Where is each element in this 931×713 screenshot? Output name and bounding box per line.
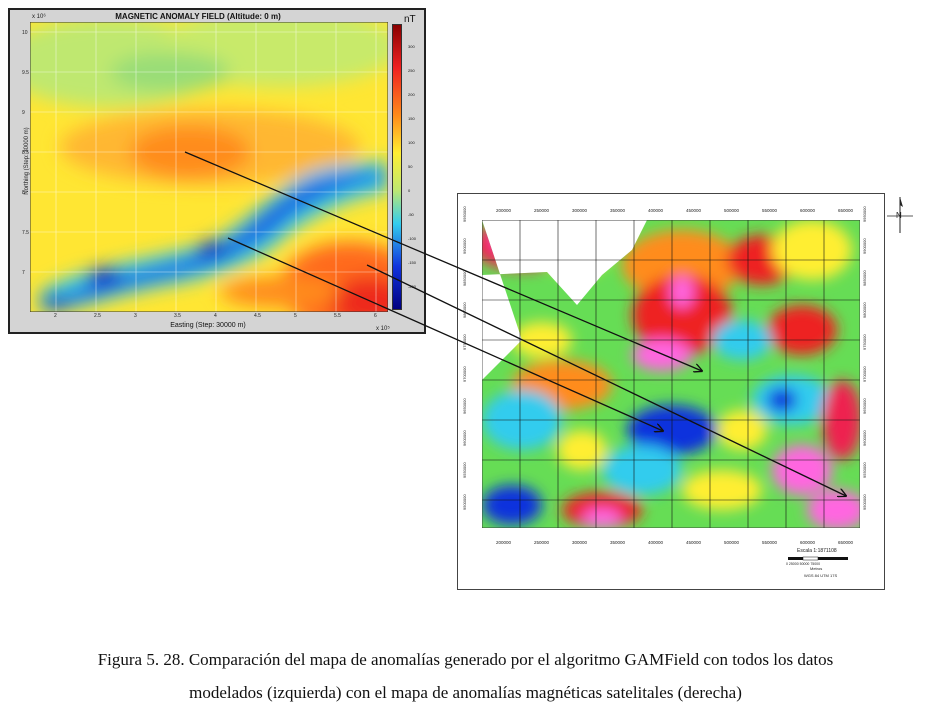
left-y-tick: 9.5 <box>22 70 29 76</box>
right-x-tick: 450000 <box>686 208 702 213</box>
right-y-tick: 9900000 <box>462 238 467 254</box>
scale-label: Escala 1:1871108 <box>797 548 837 554</box>
right-x-tick: 250000 <box>534 540 550 545</box>
left-x-tick: 5 <box>294 313 297 319</box>
right-x-tick: 500000 <box>724 208 740 213</box>
colorbar-tick: -150 <box>408 260 417 265</box>
x-exponent: x 10⁵ <box>376 326 390 332</box>
left-anomaly-map: MAGNETIC ANOMALY FIELD (Altitude: 0 m) n… <box>8 8 426 334</box>
scale-units: Metros <box>810 566 823 571</box>
left-map-title: MAGNETIC ANOMALY FIELD (Altitude: 0 m) <box>115 12 281 21</box>
right-y-tick: 9950000 <box>462 206 467 222</box>
colorbar-tick: 200 <box>408 92 415 97</box>
right-x-tick: 650000 <box>838 208 854 213</box>
left-y-tick: 7.5 <box>22 230 29 236</box>
left-y-tick: 7 <box>22 270 25 276</box>
right-y-tick: 9600000 <box>862 430 867 446</box>
right-y-tick: 9700000 <box>462 366 467 382</box>
right-y-tick: 9800000 <box>862 302 867 318</box>
colorbar-tick: -100 <box>408 236 417 241</box>
right-y-tick: 9650000 <box>462 398 467 414</box>
left-x-tick: 2.5 <box>94 313 101 319</box>
right-x-tick: 300000 <box>572 540 588 545</box>
colorbar-tick: 300 <box>408 44 415 49</box>
right-y-tick: 9750000 <box>462 334 467 350</box>
left-y-tick: 8.5 <box>22 150 29 156</box>
scale-numbers: 0 25000 50000 75000 <box>786 562 821 566</box>
north-label: N <box>896 211 902 220</box>
colorbar-tick: 250 <box>408 68 415 73</box>
left-y-tick: 10 <box>22 30 28 36</box>
right-y-tick: 9600000 <box>462 430 467 446</box>
colorbar-unit: nT <box>404 14 416 25</box>
left-x-tick: 6 <box>374 313 377 319</box>
left-y-tick: 9 <box>22 110 25 116</box>
figure-caption-line-1: Figura 5. 28. Comparación del mapa de an… <box>97 650 834 669</box>
right-y-tick: 9550000 <box>862 462 867 478</box>
right-y-tick: 9900000 <box>862 238 867 254</box>
north-arrow-icon <box>887 197 913 233</box>
right-x-tick: 400000 <box>648 208 664 213</box>
right-x-tick: 550000 <box>762 208 778 213</box>
left-x-tick: 3.5 <box>174 313 181 319</box>
colorbar-tick: 100 <box>408 140 415 145</box>
left-x-tick: 2 <box>54 313 57 319</box>
right-y-tick: 9950000 <box>862 206 867 222</box>
left-anomaly-contour-plot <box>30 22 388 312</box>
left-x-tick: 3 <box>134 313 137 319</box>
right-x-tick: 350000 <box>610 540 626 545</box>
satellite-anomaly-map <box>482 220 860 528</box>
scale-projection: WGS 84 UTM 17S <box>804 573 838 578</box>
right-y-tick: 9850000 <box>462 270 467 286</box>
left-y-axis-label: Northing (Step: 30000 m) <box>24 127 30 195</box>
y-exponent: x 10⁶ <box>32 14 46 20</box>
colorbar-tick: 0 <box>408 188 411 193</box>
right-y-tick: 9750000 <box>862 334 867 350</box>
right-x-tick: 200000 <box>496 540 512 545</box>
left-x-axis-label: Easting (Step: 30000 m) <box>170 322 246 329</box>
right-x-tick: 600000 <box>800 208 816 213</box>
left-y-tick: 8 <box>22 190 25 196</box>
left-x-tick: 4 <box>214 313 217 319</box>
right-x-tick: 250000 <box>534 208 550 213</box>
right-x-tick: 650000 <box>838 540 854 545</box>
right-y-tick: 9500000 <box>462 494 467 510</box>
right-y-tick: 9500000 <box>862 494 867 510</box>
scale-bar <box>788 556 848 561</box>
colorbar-tick: -200 <box>408 284 417 289</box>
right-y-tick: 9700000 <box>862 366 867 382</box>
right-x-tick: 300000 <box>572 208 588 213</box>
colorbar-tick: 50 <box>408 164 413 169</box>
right-x-tick: 450000 <box>686 540 702 545</box>
right-x-tick: 550000 <box>762 540 778 545</box>
left-x-tick: 5.5 <box>334 313 341 319</box>
right-y-tick: 9550000 <box>462 462 467 478</box>
right-y-tick: 9800000 <box>462 302 467 318</box>
right-x-tick: 600000 <box>800 540 816 545</box>
right-y-tick: 9650000 <box>862 398 867 414</box>
right-y-tick: 9850000 <box>862 270 867 286</box>
left-x-tick: 4.5 <box>254 313 261 319</box>
right-x-tick: 500000 <box>724 540 740 545</box>
right-x-tick: 200000 <box>496 208 512 213</box>
colorbar-tick: 150 <box>408 116 415 121</box>
right-x-tick: 350000 <box>610 208 626 213</box>
colorbar <box>392 24 402 310</box>
figure-caption-line-2: modelados (izquierda) con el mapa de ano… <box>189 683 742 702</box>
colorbar-tick: -50 <box>408 212 414 217</box>
right-x-tick: 400000 <box>648 540 664 545</box>
